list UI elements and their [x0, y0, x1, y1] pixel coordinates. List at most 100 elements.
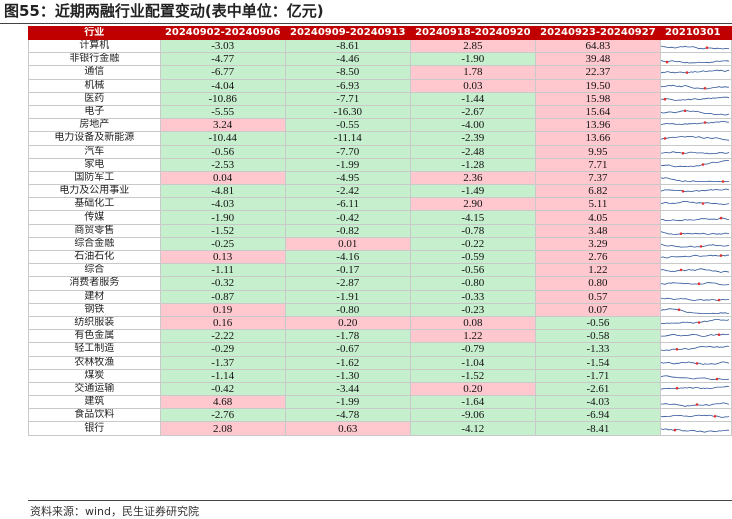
- value-cell: 7.37: [534, 170, 661, 186]
- value-cell: -6.93: [284, 78, 411, 93]
- value-cell: -1.64: [409, 395, 536, 410]
- value-cell: -2.61: [534, 381, 661, 397]
- trend-sparkline: [659, 65, 732, 80]
- value-cell: -4.03: [534, 395, 661, 410]
- value-cell: -0.33: [409, 289, 536, 304]
- table-row: 通信 -6.77 -8.50 1.78 22.37: [28, 65, 732, 80]
- value-cell: -2.53: [159, 157, 286, 172]
- value-cell: 19.50: [534, 78, 661, 93]
- trend-sparkline: [659, 52, 732, 67]
- trend-sparkline: [659, 38, 732, 54]
- value-cell: 0.01: [284, 236, 411, 252]
- industry-name: 建材: [28, 289, 161, 304]
- industry-name: 建筑: [28, 395, 161, 410]
- margin-trading-table: 行业 20240902-20240906 20240909-20240913 2…: [28, 26, 732, 436]
- value-cell: -0.29: [159, 342, 286, 357]
- table-row: 商贸零售 -1.52 -0.82 -0.78 3.48: [28, 223, 732, 238]
- industry-name: 食品饮料: [28, 408, 161, 423]
- value-cell: -1.99: [284, 395, 411, 410]
- value-cell: -4.12: [409, 421, 536, 436]
- value-cell: -4.00: [409, 118, 536, 133]
- industry-name: 电力及公用事业: [28, 184, 161, 199]
- value-cell: -4.78: [284, 408, 411, 423]
- trend-sparkline: [659, 236, 732, 252]
- trend-sparkline: [659, 223, 732, 238]
- industry-name: 机械: [28, 78, 161, 93]
- industry-name: 电子: [28, 104, 161, 120]
- industry-name: 煤炭: [28, 368, 161, 383]
- value-cell: -6.77: [159, 65, 286, 80]
- value-cell: -0.78: [409, 223, 536, 238]
- value-cell: -2.39: [409, 131, 536, 146]
- table-row: 有色金属 -2.22 -1.78 1.22 -0.58: [28, 329, 732, 344]
- industry-name: 综合金融: [28, 236, 161, 252]
- trend-sparkline: [659, 184, 732, 199]
- trend-sparkline: [659, 289, 732, 304]
- value-cell: 2.85: [409, 38, 536, 54]
- trend-sparkline: [659, 144, 732, 159]
- table-row: 基础化工 -4.03 -6.11 2.90 5.11: [28, 197, 732, 212]
- value-cell: -2.42: [284, 184, 411, 199]
- value-cell: -8.41: [534, 421, 661, 436]
- table-row: 国防军工 0.04 -4.95 2.36 7.37: [28, 170, 732, 186]
- industry-name: 计算机: [28, 38, 161, 54]
- table-row: 纺织服装 0.16 0.20 0.08 -0.56: [28, 315, 732, 331]
- table-row: 电子 -5.55 -16.30 -2.67 15.64: [28, 104, 732, 120]
- trend-sparkline: [659, 249, 732, 265]
- value-cell: 2.90: [409, 197, 536, 212]
- value-cell: -4.95: [284, 170, 411, 186]
- value-cell: -0.42: [159, 381, 286, 397]
- table-row: 交通运输 -0.42 -3.44 0.20 -2.61: [28, 381, 732, 397]
- value-cell: 15.98: [534, 91, 661, 106]
- value-cell: -1.91: [284, 289, 411, 304]
- value-cell: -5.55: [159, 104, 286, 120]
- trend-sparkline: [659, 104, 732, 120]
- value-cell: 2.76: [534, 249, 661, 265]
- value-cell: 0.16: [159, 315, 286, 331]
- table-row: 综合金融 -0.25 0.01 -0.22 3.29: [28, 236, 732, 252]
- value-cell: -7.70: [284, 144, 411, 159]
- trend-sparkline: [659, 342, 732, 357]
- value-cell: 13.66: [534, 131, 661, 146]
- value-cell: -2.87: [284, 276, 411, 291]
- industry-name: 纺织服装: [28, 315, 161, 331]
- table-row: 电力及公用事业 -4.81 -2.42 -1.49 6.82: [28, 184, 732, 199]
- value-cell: -0.42: [284, 210, 411, 225]
- value-cell: -4.04: [159, 78, 286, 93]
- value-cell: 3.48: [534, 223, 661, 238]
- value-cell: -1.44: [409, 91, 536, 106]
- table-row: 非银行金融 -4.77 -4.46 -1.90 39.48: [28, 52, 732, 67]
- value-cell: -1.33: [534, 342, 661, 357]
- trend-sparkline: [659, 157, 732, 172]
- value-cell: -3.44: [284, 381, 411, 397]
- value-cell: -0.56: [159, 144, 286, 159]
- value-cell: -0.80: [284, 302, 411, 317]
- trend-sparkline: [659, 315, 732, 331]
- value-cell: 15.64: [534, 104, 661, 120]
- header-period-1: 20240902-20240906: [159, 26, 286, 40]
- table-row: 房地产 3.24 -0.55 -4.00 13.96: [28, 118, 732, 133]
- value-cell: -4.77: [159, 52, 286, 67]
- trend-sparkline: [659, 131, 732, 146]
- industry-name: 银行: [28, 421, 161, 436]
- value-cell: -1.30: [284, 368, 411, 383]
- industry-name: 综合: [28, 263, 161, 278]
- industry-name: 农林牧渔: [28, 355, 161, 370]
- industry-name: 电力设备及新能源: [28, 131, 161, 146]
- value-cell: 2.36: [409, 170, 536, 186]
- industry-name: 汽车: [28, 144, 161, 159]
- table-row: 农林牧渔 -1.37 -1.62 -1.04 -1.54: [28, 355, 732, 370]
- value-cell: 0.04: [159, 170, 286, 186]
- value-cell: 13.96: [534, 118, 661, 133]
- header-trend: 20210301: [659, 26, 732, 40]
- table-row: 建材 -0.87 -1.91 -0.33 0.57: [28, 289, 732, 304]
- trend-sparkline: [659, 210, 732, 225]
- value-cell: -0.22: [409, 236, 536, 252]
- value-cell: -1.54: [534, 355, 661, 370]
- value-cell: 0.80: [534, 276, 661, 291]
- table-row: 计算机 -3.03 -8.61 2.85 64.83: [28, 38, 732, 54]
- table-row: 消费者服务 -0.32 -2.87 -0.80 0.80: [28, 276, 732, 291]
- value-cell: 1.78: [409, 65, 536, 80]
- value-cell: -1.90: [409, 52, 536, 67]
- trend-sparkline: [659, 276, 732, 291]
